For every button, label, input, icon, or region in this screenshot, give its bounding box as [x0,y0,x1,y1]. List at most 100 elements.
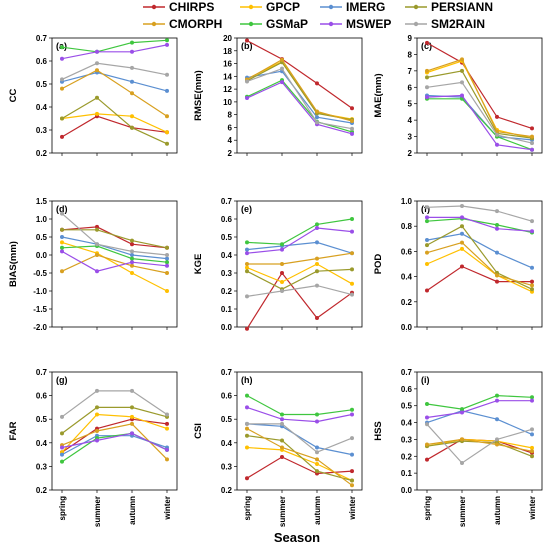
legend-label-gsmap: GSMaP [266,17,308,31]
series-line-gpcp [426,60,533,139]
y-tick-label: 1.0 [36,215,48,224]
series-gsmap [425,216,534,235]
series-line-persiann [426,225,533,290]
series-line-sm2rain [426,81,533,144]
data-point-imerg [530,432,534,437]
data-point-sm2rain [130,388,134,393]
data-point-cmorph [315,109,319,114]
data-point-mswep [350,412,354,417]
panel-frame [236,371,363,491]
data-point-gsmap [315,412,319,417]
data-point-gsmap [425,219,429,224]
data-point-persiann [280,438,284,443]
y-axis-label: MAE(mm) [373,73,384,117]
legend-label-cmorph: CMORPH [169,17,222,31]
data-point-mswep [165,263,169,268]
legend-item-sm2rain: SM2RAIN [405,17,485,31]
data-point-sm2rain [280,289,284,293]
data-point-sm2rain [315,120,319,125]
series-line-mswep [426,400,532,419]
y-tick-label: 8 [408,50,413,59]
data-point-chirps [165,421,169,426]
data-point-imerg [165,256,169,261]
data-point-sm2rain [60,77,64,82]
series-gsmap [425,393,534,412]
data-point-mswep [315,226,319,230]
data-point-chirps [495,114,499,119]
series-sm2rain [425,422,534,466]
data-point-gsmap [280,242,284,247]
data-point-chirps [245,476,249,481]
data-point-sm2rain [95,61,99,66]
legend-label-sm2rain: SM2RAIN [431,17,485,31]
legend-label-imerg: IMERG [346,0,385,14]
panel-frame [236,200,363,328]
data-point-mswep [130,260,134,265]
series-line-mswep [246,81,353,135]
series-line-gpcp [246,446,353,482]
series-mswep [245,405,354,424]
series-line-sm2rain [247,423,353,453]
data-point-mswep [95,438,99,443]
series-line-cmorph [426,58,533,138]
data-point-imerg [350,452,354,457]
data-point-sm2rain [95,242,99,247]
data-point-cmorph [95,253,99,257]
data-point-mswep [245,96,249,101]
y-tick-label: 20 [223,34,232,43]
series-line-mswep [246,227,353,254]
y-tick-label: 0.2 [401,452,413,461]
data-point-sm2rain [460,80,464,85]
data-point-imerg [315,240,319,245]
data-point-cmorph [165,457,169,462]
y-tick-label: 0.5 [36,233,48,242]
data-point-cmorph [495,273,499,278]
data-point-sm2rain [280,421,284,426]
data-point-mswep [245,251,249,256]
y-tick-label: 0.8 [401,222,413,231]
series-cmorph [60,421,169,462]
data-point-gpcp [245,445,249,450]
series-gpcp [245,262,354,286]
series-sm2rain [60,388,169,419]
data-point-mswep [350,229,354,234]
y-tick-label: 0.2 [36,149,48,158]
data-point-persiann [530,454,534,459]
data-point-cmorph [460,57,464,62]
data-point-cmorph [165,114,169,119]
data-point-chirps [280,454,284,459]
data-point-gpcp [60,240,64,245]
data-point-sm2rain [350,126,354,131]
data-point-mswep [530,398,534,403]
data-point-gsmap [165,38,169,43]
y-tick-label: 0.4 [401,273,413,282]
x-tick-label: spring [423,496,432,521]
panel-a: 0.20.30.40.50.60.7CC(a) [8,34,178,158]
y-tick-label: 16 [223,60,232,69]
data-point-gpcp [350,281,354,286]
y-tick-label: 0.0 [401,323,413,332]
legend-marker-chirps [151,4,157,10]
data-point-gsmap [350,407,354,412]
data-point-cmorph [315,457,319,462]
data-point-persiann [460,68,464,73]
data-point-mswep [60,249,64,254]
data-point-gsmap [530,395,534,400]
data-point-sm2rain [165,412,169,417]
series-persiann [60,95,169,146]
data-point-chirps [495,279,499,284]
y-tick-label: 7 [408,67,413,76]
y-tick-label: 0.7 [36,34,48,43]
data-point-mswep [495,226,499,231]
data-point-gpcp [460,246,464,251]
panel-label: (i) [421,375,430,385]
y-tick-label: 18 [223,47,232,56]
series-persiann [60,405,169,436]
data-point-sm2rain [530,219,534,224]
y-tick-label: 0.3 [401,435,413,444]
data-point-cmorph [350,251,354,256]
data-point-mswep [280,80,284,85]
series-line-sm2rain [426,205,533,222]
data-point-cmorph [280,262,284,266]
series-line-gsmap [427,98,533,151]
